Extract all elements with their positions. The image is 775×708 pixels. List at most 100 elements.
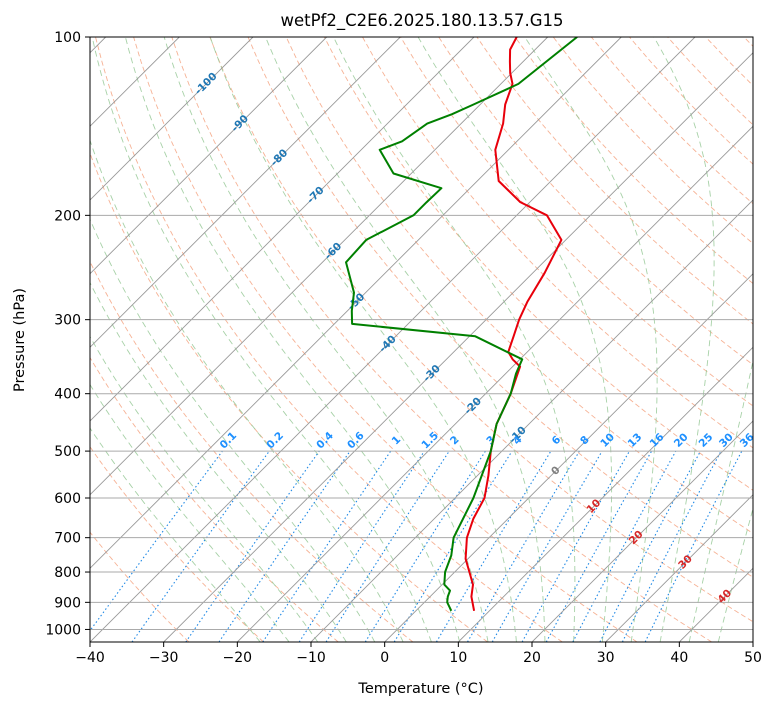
- moist-adiabat: [90, 383, 290, 642]
- moist-adiabat: [91, 37, 432, 642]
- isotherm: [457, 346, 753, 642]
- dry-adiabat: [90, 260, 414, 642]
- mixing-ratio-line: [218, 450, 351, 642]
- moist-adiabat: [265, 37, 546, 642]
- mixing-ratio-label: 0.2: [264, 430, 286, 452]
- moist-adiabat: [688, 358, 753, 642]
- dry-adiabat: [514, 37, 753, 285]
- dry-adiabat: [438, 37, 753, 366]
- dry-adiabat: [90, 151, 488, 642]
- moist-adiabat: [90, 218, 376, 642]
- x-tick-label: −30: [149, 650, 179, 666]
- dry-adiabat: [743, 37, 753, 47]
- y-tick-label: 500: [54, 444, 81, 460]
- moist-adiabat: [90, 335, 319, 642]
- mixing-ratio-line: [644, 450, 743, 642]
- temperature-profile-line: [464, 37, 563, 611]
- dewpoint-profile-line: [345, 37, 578, 612]
- chart-title: wetPf2_C2E6.2025.180.13.57.G15: [280, 11, 563, 31]
- y-tick-label: 700: [54, 531, 81, 547]
- dry-adiabat: [705, 37, 753, 87]
- x-tick-label: 40: [670, 650, 688, 666]
- isotherm: [752, 641, 753, 642]
- mixing-ratio-label: 10: [598, 431, 617, 450]
- y-axis-label: Pressure (hPa): [12, 288, 28, 392]
- isotherm: [384, 273, 753, 642]
- mixing-ratio-line: [90, 450, 223, 632]
- dry-adiabat: [90, 356, 339, 642]
- isotherm: [531, 420, 753, 642]
- x-axis: −40 −30 −20 −10 0 10 20 30 40 50: [75, 642, 762, 666]
- dry-adiabat: [476, 37, 753, 325]
- isotherm: [90, 37, 328, 275]
- x-tick-label: 10: [449, 650, 467, 666]
- mixing-ratio-label: 1: [390, 434, 404, 448]
- mixing-ratio-label: 2: [448, 434, 462, 448]
- x-tick-label: 30: [597, 650, 615, 666]
- isotherm: [90, 37, 696, 642]
- y-tick-label: 900: [54, 595, 81, 611]
- mixing-ratio-label: 25: [697, 431, 716, 450]
- plot-frame: [89, 36, 754, 643]
- moist-adiabat: [209, 37, 517, 642]
- mixing-ratio-line: [325, 450, 450, 642]
- mixing-ratio-line: [131, 450, 270, 642]
- dry-adiabat: [247, 37, 753, 578]
- isotherm: [90, 37, 401, 348]
- isotherm: [90, 37, 622, 569]
- moist-adiabat: [333, 37, 576, 642]
- dry-adiabat: [90, 445, 264, 642]
- mixing-ratio-line: [545, 450, 653, 642]
- isotherm: [678, 567, 753, 642]
- dry-adiabat: [209, 37, 753, 623]
- dry-adiabat: [90, 531, 190, 642]
- moist-adiabat: [163, 37, 489, 642]
- mixing-ratio-line: [599, 450, 701, 642]
- dry-adiabat: [400, 37, 753, 407]
- moist-adiabat: [524, 37, 658, 642]
- isotherm: [90, 37, 475, 422]
- moist-adiabat: [90, 281, 347, 642]
- y-tick-label: 200: [54, 208, 81, 224]
- x-tick-label: −10: [296, 650, 326, 666]
- x-tick-label: −20: [223, 650, 253, 666]
- isotherm: [163, 52, 753, 642]
- x-axis-label: Temperature (°C): [357, 681, 483, 697]
- isotherm: [90, 37, 549, 496]
- moist-adiabat: [90, 427, 261, 642]
- dry-adiabat: [590, 37, 753, 205]
- x-tick-label: 0: [380, 650, 389, 666]
- isotherm: [310, 199, 753, 642]
- mixing-ratio-line: [621, 450, 722, 642]
- dry-adiabat: [362, 37, 753, 449]
- y-tick-label: 100: [54, 30, 81, 46]
- mixing-ratio-line: [435, 450, 552, 642]
- dry-adiabat: [323, 37, 753, 491]
- dry-adiabat: [95, 37, 563, 642]
- mixing-ratio-label: 8: [578, 434, 592, 448]
- isotherm: [236, 125, 753, 642]
- grid-lines: [90, 37, 753, 642]
- mixing-ratio-line: [298, 450, 425, 642]
- y-tick-label: 1000: [45, 622, 81, 638]
- mixing-ratio-label: 0.6: [345, 430, 367, 452]
- mixing-ratio-line: [262, 450, 392, 642]
- x-tick-label: 50: [744, 650, 762, 666]
- mixing-ratio-line: [572, 450, 677, 642]
- line-labels: -100-90-80-70-60-50-40-30-20-100.1 0.2 0.4…: [193, 70, 753, 606]
- dry-adiabat: [133, 37, 638, 642]
- dry-adiabat: [285, 37, 753, 534]
- mixing-ratio-label: 16: [648, 431, 667, 450]
- x-tick-label: 20: [523, 650, 541, 666]
- profiles: [345, 37, 578, 612]
- y-tick-label: 600: [54, 491, 81, 507]
- moist-adiabat: [90, 138, 404, 642]
- dry-adiabat: [171, 37, 712, 642]
- mixing-ratio-label: 1.5: [419, 430, 441, 452]
- y-tick-label: 300: [54, 313, 81, 329]
- moist-adiabat: [717, 506, 753, 642]
- moist-adiabat: [653, 37, 715, 642]
- x-tick-label: −40: [75, 650, 105, 666]
- y-tick-label: 800: [54, 565, 81, 581]
